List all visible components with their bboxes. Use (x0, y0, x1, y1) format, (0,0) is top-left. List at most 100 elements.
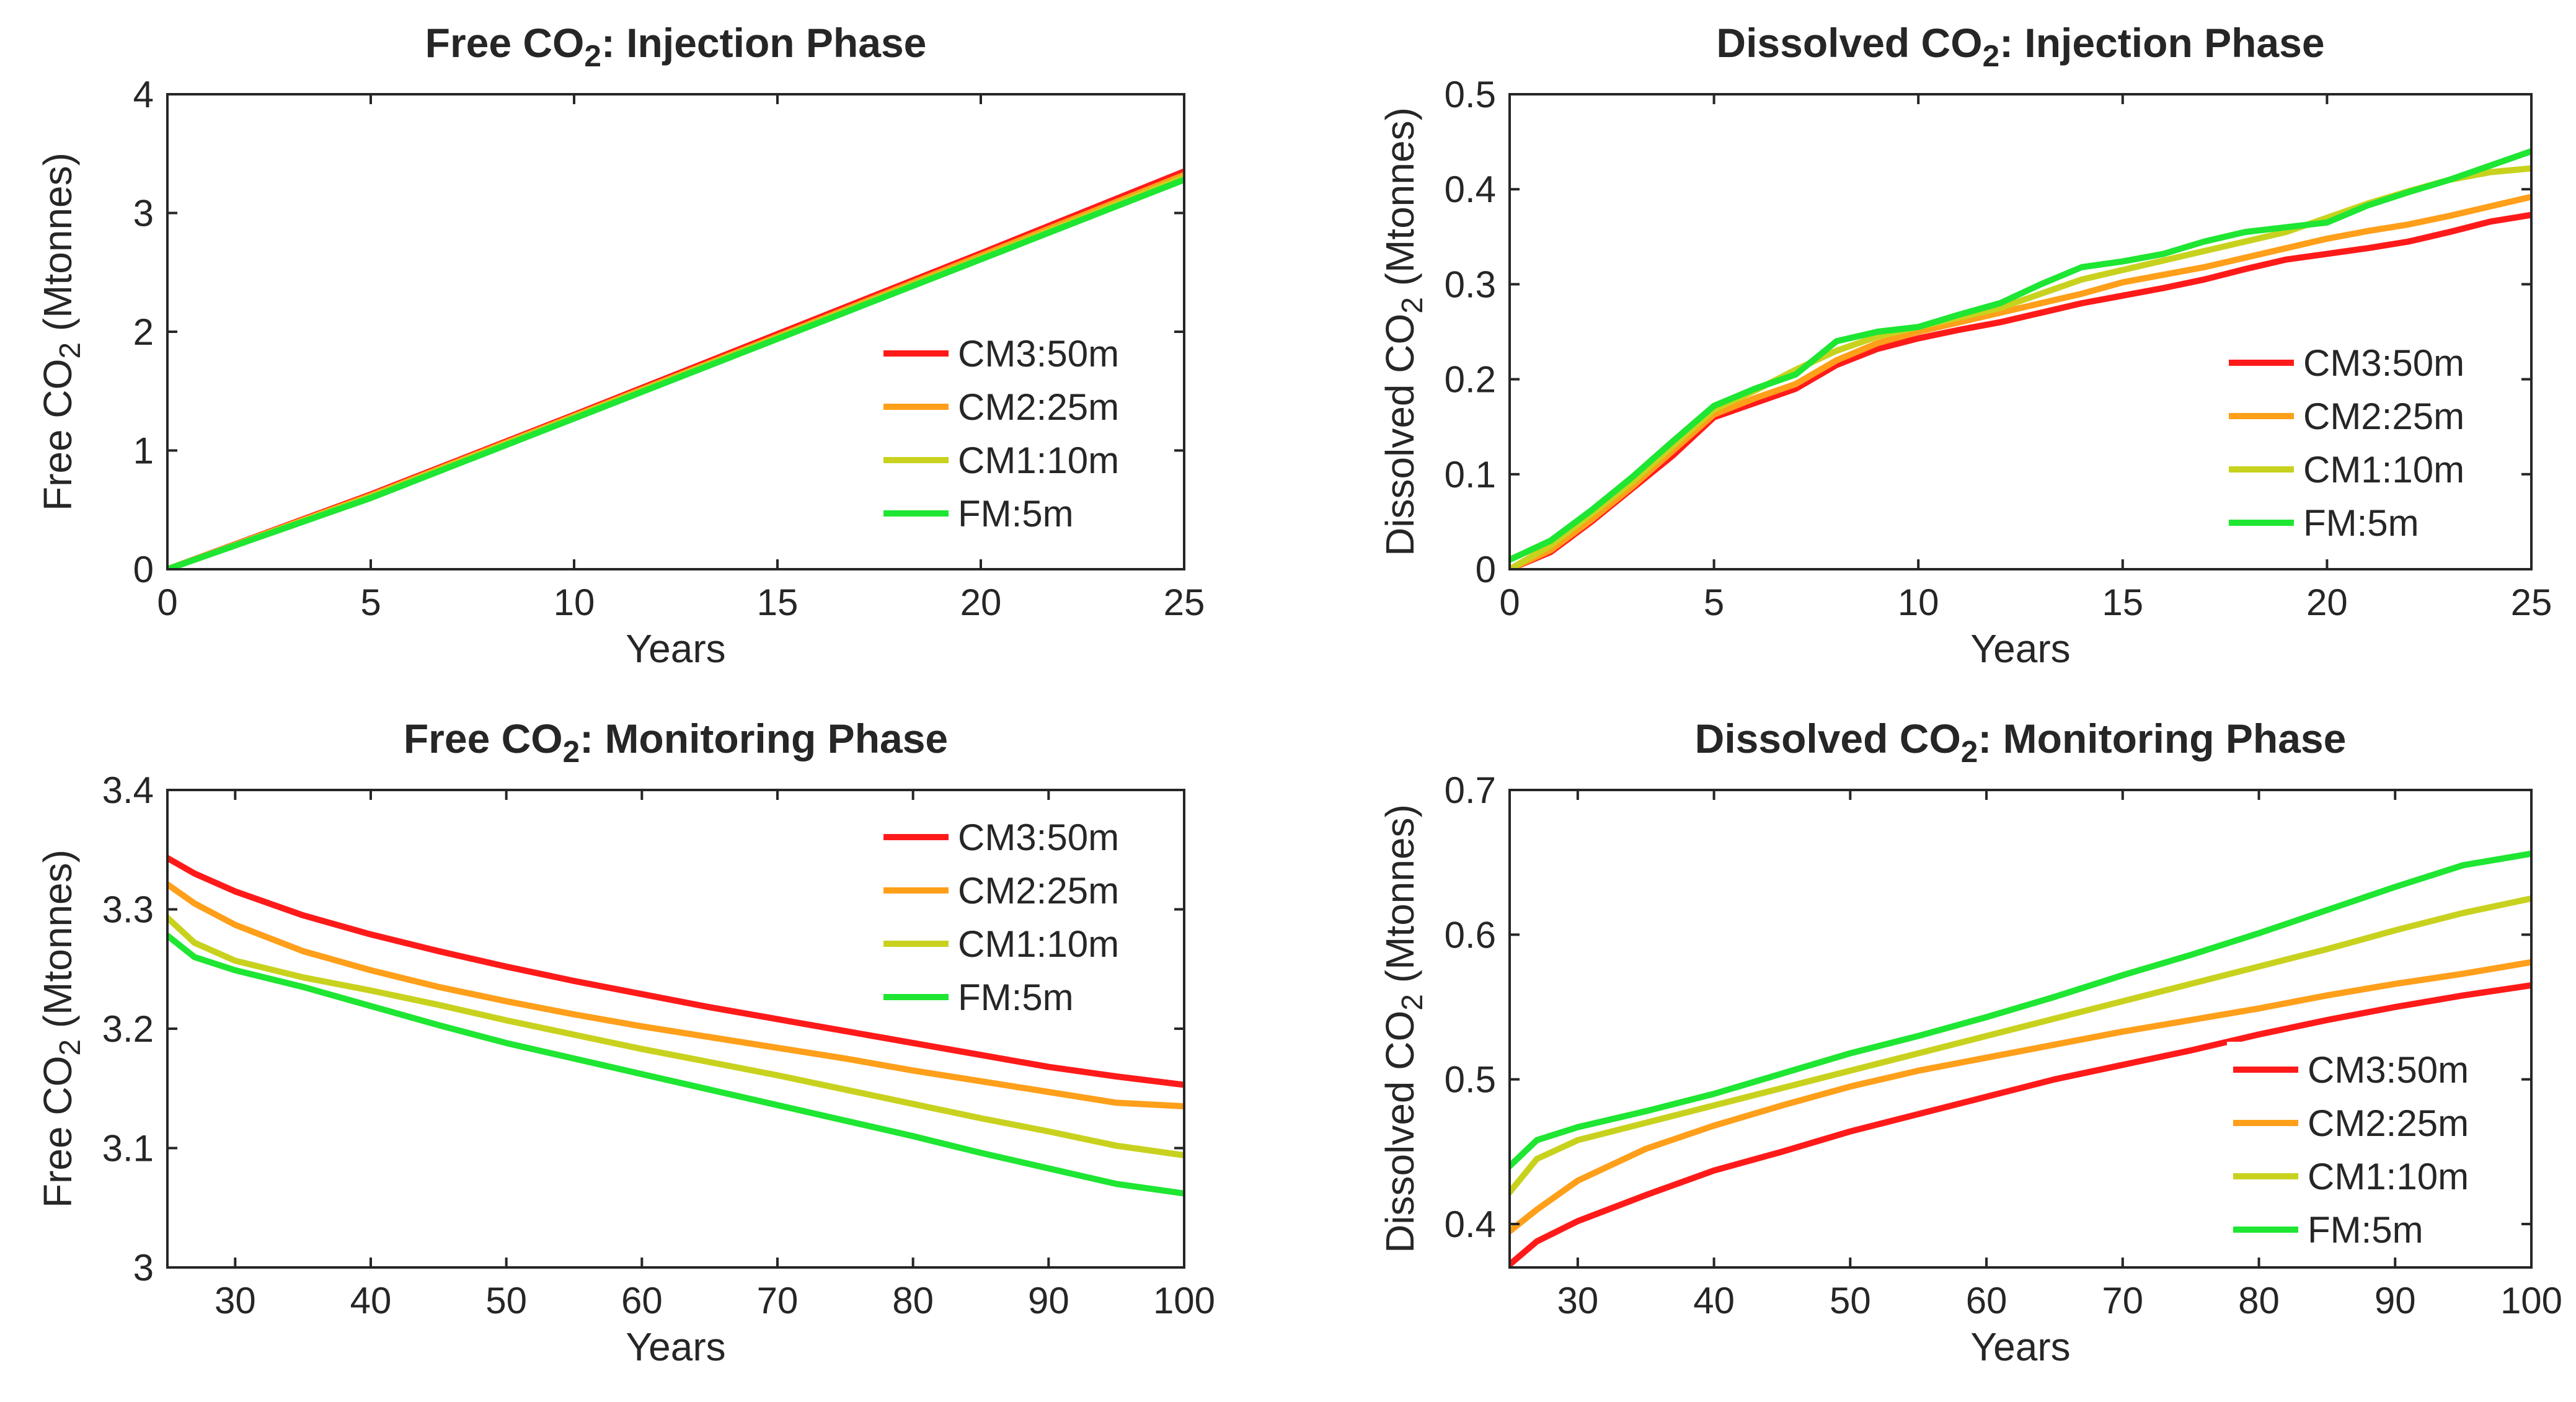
x-tick-label: 100 (1153, 1280, 1215, 1321)
legend: CM3:50m CM2:25m CM1:10m FM:5m (2227, 1042, 2518, 1256)
series-line-fm-5m (1510, 850, 2531, 1169)
plot-area (1508, 789, 2533, 1269)
y-tick-label: 0.3 (1445, 264, 1496, 305)
x-tick-label: 25 (2511, 582, 2552, 623)
x-tick-label: 5 (1704, 582, 1724, 623)
series-line-fm-5m (1510, 148, 2531, 563)
legend-label: CM3:50m (2303, 342, 2464, 384)
y-tick-label: 0.5 (1445, 1059, 1496, 1101)
chart-title: Free CO2: Injection Phase (425, 20, 927, 73)
legend-label: FM:5m (2303, 502, 2419, 544)
x-tick-label: 0 (157, 582, 177, 623)
legend: CM3:50m CM2:25m CM1:10m FM:5m (2223, 335, 2520, 549)
legend-label: CM1:10m (2308, 1156, 2469, 1197)
chart-panel-2: Dissolved CO2: Injection Phase 0 5 10 15 20 25… (1378, 20, 2552, 671)
legend-label: CM2:25m (958, 870, 1119, 912)
y-tick-label: 0.7 (1445, 770, 1496, 811)
series-line-cm2-25m (1510, 959, 2531, 1235)
legend-label: CM3:50m (958, 333, 1119, 375)
x-tick-label: 80 (2238, 1280, 2280, 1321)
x-tick-label: 25 (1164, 582, 1205, 623)
chart-panel-3: Free CO2: Monitoring Phase 30 40 50 60 70 80 90… (35, 716, 1215, 1369)
legend-label: CM3:50m (2308, 1049, 2469, 1091)
x-tick-label: 15 (2102, 582, 2143, 623)
y-axis-label: Free CO2 (Mtonnes) (35, 153, 87, 511)
x-axis-label: Years (626, 626, 725, 671)
x-tick-label: 40 (350, 1280, 392, 1321)
series-group (167, 854, 1184, 1197)
x-tick-label: 10 (554, 582, 595, 623)
series-group (167, 168, 1184, 569)
chart-title: Dissolved CO2: Injection Phase (1716, 20, 2324, 73)
legend: CM3:50m CM2:25m CM1:10m FM:5m (877, 326, 1159, 539)
x-tick-label: 80 (892, 1280, 934, 1321)
y-tick-label: 3.3 (102, 889, 154, 931)
legend-box (877, 809, 1159, 1023)
legend-box (2223, 335, 2520, 549)
chart-title: Dissolved CO2: Monitoring Phase (1695, 716, 2347, 769)
y-tick-label: 0.6 (1445, 914, 1496, 956)
x-tick-label: 10 (1898, 582, 1939, 623)
legend: CM3:50m CM2:25m CM1:10m FM:5m (877, 809, 1159, 1023)
y-tick-label: 0 (1476, 549, 1496, 590)
y-tick-label: 0 (133, 549, 154, 590)
x-tick-label: 20 (2306, 582, 2348, 623)
legend-box (2227, 1042, 2518, 1256)
legend-box (877, 326, 1159, 539)
y-axis-label: Dissolved CO2 (Mtonnes) (1378, 804, 1429, 1253)
y-tick-label: 0.5 (1445, 74, 1496, 115)
x-tick-label: 70 (757, 1280, 799, 1321)
x-axis-label: Years (1970, 626, 2070, 671)
series-line-cm2-25m (167, 881, 1184, 1110)
y-tick-label: 3.4 (102, 770, 154, 811)
x-axis-label: Years (1970, 1324, 2070, 1369)
x-tick-label: 20 (960, 582, 1002, 623)
series-line-cm1-10m (1510, 895, 2531, 1196)
y-axis-label: Free CO2 (Mtonnes) (35, 850, 87, 1208)
series-line-cm3-50m (167, 854, 1184, 1088)
series-line-cm2-25m (1510, 193, 2531, 569)
y-tick-label: 3 (133, 1247, 154, 1289)
legend-label: CM1:10m (2303, 449, 2464, 490)
x-tick-label: 70 (2102, 1280, 2143, 1321)
y-tick-label: 1 (133, 430, 154, 472)
series-group (1510, 148, 2531, 569)
x-tick-label: 0 (1499, 582, 1520, 623)
series-line-cm3-50m (1510, 982, 2531, 1267)
legend-label: CM2:25m (2303, 396, 2464, 437)
y-tick-label: 3.1 (102, 1128, 154, 1169)
series-line-cm3-50m (1510, 211, 2531, 569)
x-tick-label: 40 (1693, 1280, 1735, 1321)
legend-label: FM:5m (958, 977, 1074, 1018)
x-tick-label: 5 (360, 582, 381, 623)
x-tick-label: 30 (215, 1280, 256, 1321)
y-tick-label: 3.2 (102, 1008, 154, 1050)
legend-label: CM3:50m (958, 817, 1119, 858)
plot-area (1508, 93, 2533, 570)
chart-title: Free CO2: Monitoring Phase (404, 716, 948, 769)
x-tick-label: 90 (2375, 1280, 2416, 1321)
legend-label: CM1:10m (958, 923, 1119, 965)
chart-panel-1: Free CO2: Injection Phase 0 5 10 15 20 25 0 1 2 3 4… (35, 20, 1205, 671)
series-line-fm-5m (167, 176, 1184, 569)
y-tick-label: 4 (133, 74, 154, 115)
series-line-cm1-10m (167, 915, 1184, 1159)
x-tick-label: 15 (757, 582, 799, 623)
x-tick-label: 30 (1557, 1280, 1598, 1321)
y-tick-label: 0.1 (1445, 454, 1496, 495)
y-tick-label: 0.4 (1445, 1204, 1496, 1245)
legend-label: CM1:10m (958, 440, 1119, 481)
chart-panel-4: Dissolved CO2: Monitoring Phase 30 40 50 60 7… (1378, 716, 2562, 1369)
series-line-fm-5m (167, 932, 1184, 1197)
legend-label: CM2:25m (958, 386, 1119, 428)
x-axis-label: Years (626, 1324, 725, 1369)
y-tick-label: 3 (133, 193, 154, 234)
legend-label: FM:5m (958, 493, 1074, 535)
y-tick-label: 2 (133, 311, 154, 353)
x-tick-label: 50 (485, 1280, 527, 1321)
x-tick-label: 100 (2500, 1280, 2562, 1321)
legend-label: CM2:25m (2308, 1103, 2469, 1144)
x-tick-label: 50 (1830, 1280, 1871, 1321)
